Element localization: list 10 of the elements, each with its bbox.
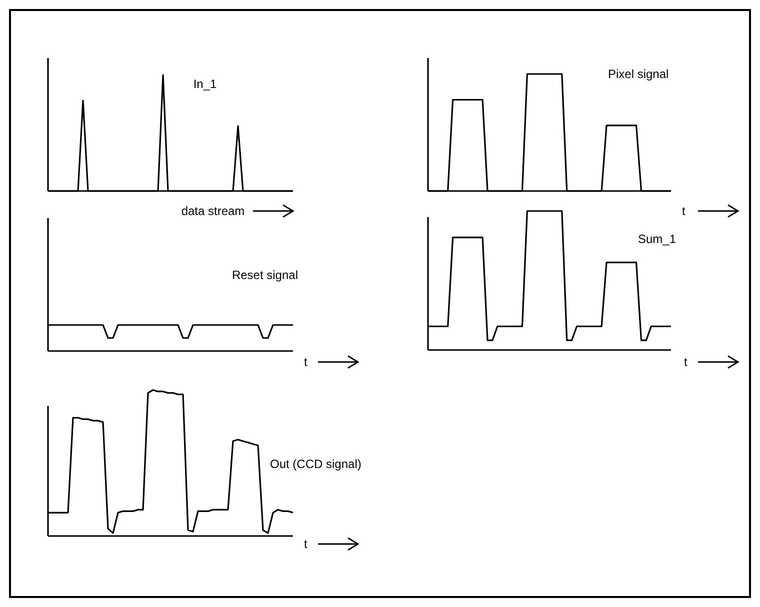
chart-title: Pixel signal <box>608 67 669 81</box>
x-axis-title: data stream <box>181 204 245 218</box>
x-axis-title: t <box>304 537 308 551</box>
x-axis-title: t <box>304 355 308 369</box>
text: Sum_1 <box>638 232 676 246</box>
x-axis-title: t <box>684 355 688 369</box>
chart-title: Reset signal <box>232 268 298 282</box>
chart-title: In_1 <box>193 77 217 91</box>
text: Out (CCD signal) <box>270 457 362 471</box>
x-axis-title: t <box>682 204 686 218</box>
